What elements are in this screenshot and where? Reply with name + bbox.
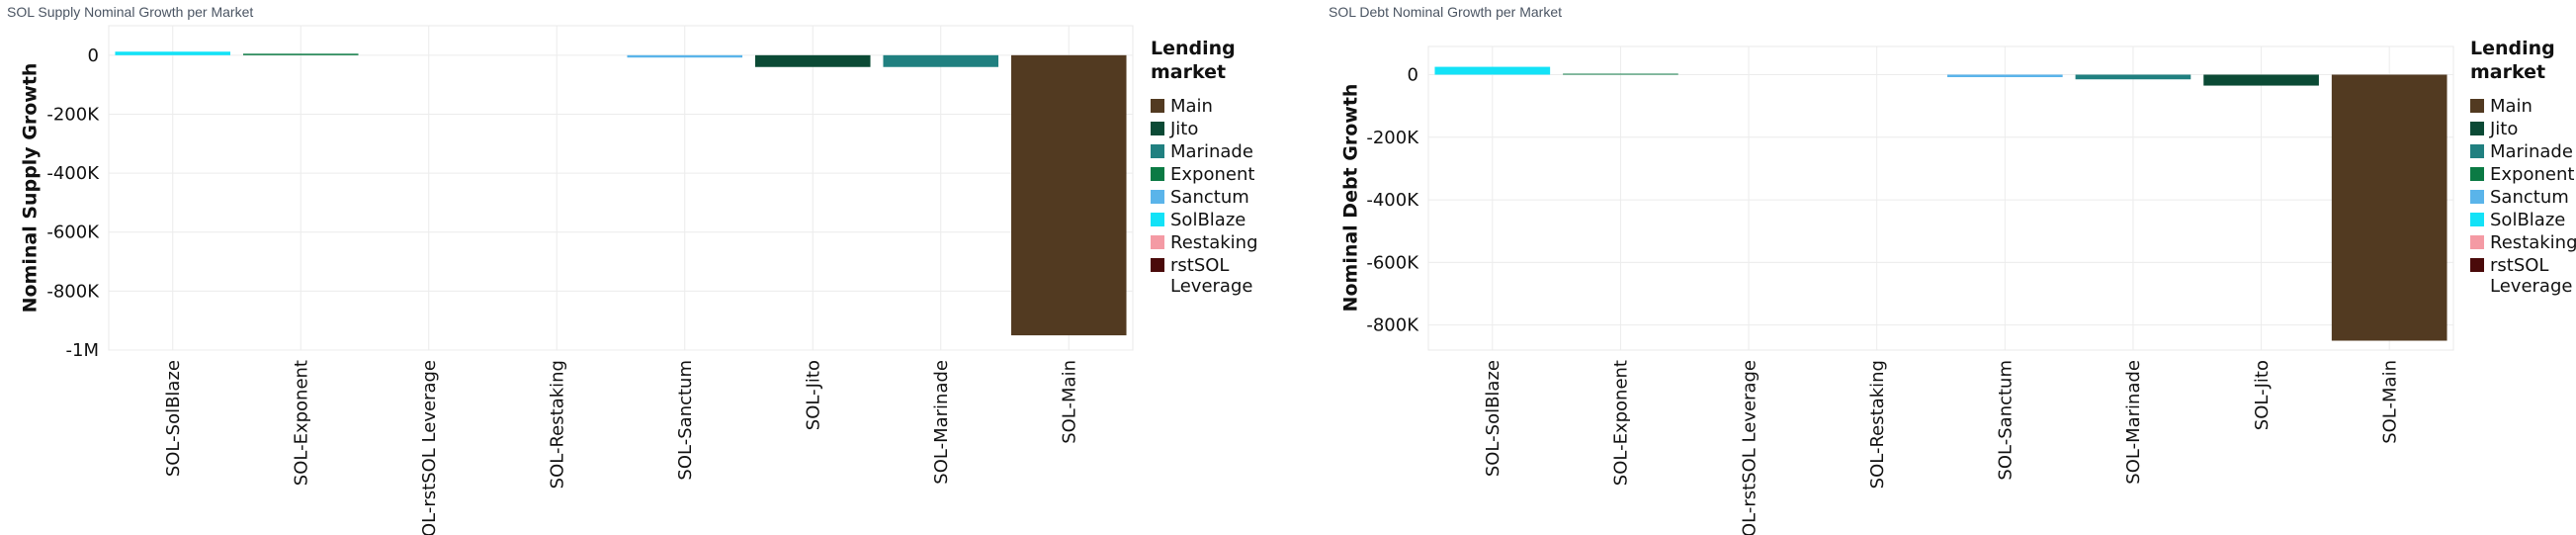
legend-swatch[interactable] bbox=[2470, 167, 2484, 181]
legend-swatch[interactable] bbox=[1151, 213, 1164, 226]
plot-frame bbox=[108, 25, 1134, 351]
x-tick-label: SOL-Jito bbox=[2252, 360, 2273, 430]
legend-label[interactable]: Sanctum bbox=[2490, 187, 2569, 208]
x-tick-label: SOL-Restaking bbox=[1867, 360, 1888, 489]
legend-title: market bbox=[1151, 61, 1226, 83]
legend-label[interactable]: SolBlaze bbox=[1170, 210, 1245, 230]
legend-label[interactable]: Leverage bbox=[1170, 276, 1252, 297]
x-tick-label: SOL-rstSOL Leverage bbox=[1739, 360, 1760, 535]
legend-swatch[interactable] bbox=[2470, 258, 2484, 272]
legend-swatch[interactable] bbox=[1151, 99, 1164, 113]
x-tick-label: SOL-Marinade bbox=[2123, 360, 2144, 485]
bar-sol-jito[interactable] bbox=[754, 54, 871, 67]
legend-title: Lending bbox=[1151, 38, 1236, 59]
x-tick-label: SOL-Main bbox=[2379, 360, 2400, 444]
legend-title: market bbox=[2470, 61, 2545, 83]
y-tick-label: -200K bbox=[1366, 128, 1419, 148]
debt-growth-panel: SOL Debt Nominal Growth per Market 0 -200… bbox=[1322, 0, 2576, 535]
legend-label[interactable]: Exponent bbox=[1170, 164, 1254, 185]
y-tick-label: -800K bbox=[46, 281, 100, 302]
x-tick-label: SOL-Jito bbox=[804, 360, 824, 430]
supply-growth-panel: SOL Supply Nominal Growth per Market 0 -2… bbox=[7, 4, 1258, 535]
supply-growth-chart: 0 -200K -400K -600K -800K -1M SOL-SolBlaze SOL-… bbox=[20, 25, 1258, 535]
x-tick-label: SOL-Main bbox=[1060, 360, 1080, 444]
bar-sol-marinade[interactable] bbox=[883, 54, 999, 67]
x-tick-label: SOL-SolBlaze bbox=[163, 360, 184, 477]
legend-label[interactable]: SolBlaze bbox=[2490, 210, 2565, 230]
bar-sol-sanctum[interactable] bbox=[1946, 74, 2063, 78]
legend-label[interactable]: Main bbox=[2490, 96, 2533, 117]
legend-label[interactable]: rstSOL bbox=[2490, 255, 2548, 276]
plot-frame bbox=[1427, 45, 2454, 351]
legend-swatch[interactable] bbox=[1151, 258, 1164, 272]
legend-swatch[interactable] bbox=[1151, 144, 1164, 158]
legend-label[interactable]: Restaking bbox=[1170, 232, 1258, 253]
legend-swatch[interactable] bbox=[2470, 190, 2484, 204]
legend-label[interactable]: Marinade bbox=[1170, 141, 1253, 162]
legend-label[interactable]: Jito bbox=[1169, 119, 1198, 139]
y-tick-label: -200K bbox=[46, 104, 100, 125]
legend-label[interactable]: Sanctum bbox=[1170, 187, 1249, 208]
x-tick-label: SOL-Exponent bbox=[292, 360, 312, 486]
legend-swatch[interactable] bbox=[2470, 144, 2484, 158]
legend-label[interactable]: Leverage bbox=[2490, 276, 2572, 297]
chart-title: SOL Supply Nominal Growth per Market bbox=[7, 4, 254, 20]
legend-label[interactable]: Exponent bbox=[2490, 164, 2574, 185]
x-tick-label: SOL-rstSOL Leverage bbox=[419, 360, 440, 535]
x-tick-label: SOL-Restaking bbox=[548, 360, 568, 489]
legend-label[interactable]: Jito bbox=[2489, 119, 2518, 139]
x-tick-label: SOL-Sanctum bbox=[1996, 360, 2017, 481]
legend-swatch[interactable] bbox=[1151, 122, 1164, 135]
legend-swatch[interactable] bbox=[1151, 167, 1164, 181]
legend-swatch[interactable] bbox=[2470, 122, 2484, 135]
legend-label[interactable]: Restaking bbox=[2490, 232, 2576, 253]
y-tick-label: 0 bbox=[1408, 64, 1418, 85]
bar-sol-sanctum[interactable] bbox=[627, 54, 743, 58]
x-tick-label: SOL-Exponent bbox=[1611, 360, 1632, 486]
legend-label[interactable]: rstSOL bbox=[1170, 255, 1229, 276]
bar-sol-solblaze[interactable] bbox=[115, 51, 231, 55]
debt-growth-chart: 0 -200K -400K -600K -800K SOL-SolBlaze SOL-Exp… bbox=[1340, 38, 2576, 535]
y-tick-label: -400K bbox=[1366, 190, 1419, 211]
legend-swatch[interactable] bbox=[1151, 235, 1164, 249]
bar-sol-main[interactable] bbox=[1010, 54, 1127, 336]
legend-swatch[interactable] bbox=[2470, 99, 2484, 113]
legend-swatch[interactable] bbox=[1151, 190, 1164, 204]
x-tick-label: SOL-Marinade bbox=[931, 360, 952, 485]
legend-swatch[interactable] bbox=[2470, 213, 2484, 226]
bar-sol-solblaze[interactable] bbox=[1434, 66, 1551, 75]
legend-swatch[interactable] bbox=[2470, 235, 2484, 249]
x-tick-label: SOL-SolBlaze bbox=[1483, 360, 1503, 477]
bar-sol-exponent[interactable] bbox=[242, 53, 359, 55]
y-axis-title: Nominal Debt Growth bbox=[1340, 84, 1362, 312]
y-tick-label: -400K bbox=[46, 163, 100, 184]
y-tick-label: -1M bbox=[66, 340, 99, 361]
bar-sol-main[interactable] bbox=[2331, 74, 2447, 341]
bar-sol-exponent[interactable] bbox=[1563, 73, 1678, 75]
legend-label[interactable]: Marinade bbox=[2490, 141, 2573, 162]
legend-title: Lending bbox=[2470, 38, 2555, 59]
bar-sol-jito[interactable] bbox=[2203, 74, 2319, 86]
y-tick-label: 0 bbox=[88, 45, 99, 66]
y-tick-label: -600K bbox=[46, 223, 100, 243]
x-tick-label: SOL-Sanctum bbox=[675, 360, 696, 481]
bar-sol-marinade[interactable] bbox=[2075, 74, 2191, 80]
legend-label[interactable]: Main bbox=[1170, 96, 1213, 117]
y-tick-label: -600K bbox=[1366, 252, 1419, 273]
chart-title: SOL Debt Nominal Growth per Market bbox=[1329, 4, 1563, 20]
y-tick-label: -800K bbox=[1366, 315, 1419, 336]
y-axis-title: Nominal Supply Growth bbox=[20, 63, 42, 313]
